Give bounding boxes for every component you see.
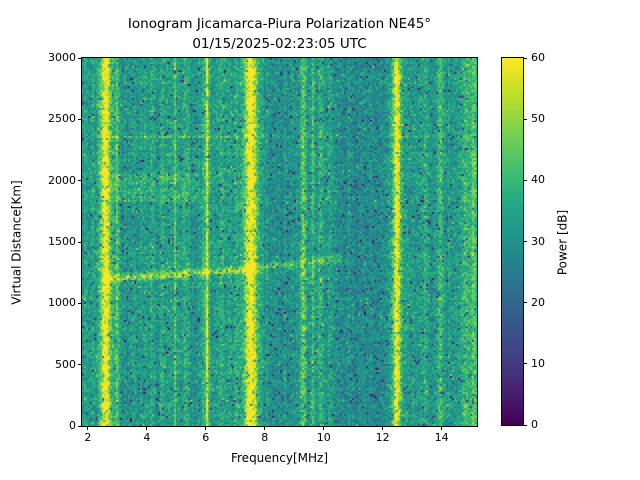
colorbar-tick-label: 40 — [531, 173, 545, 187]
y-tick-mark — [78, 364, 82, 366]
x-tick-mark — [205, 426, 207, 430]
colorbar-tick-mark — [523, 363, 527, 365]
x-tick-mark — [146, 426, 148, 430]
colorbar-tick-label: 60 — [531, 51, 545, 64]
x-tick-label: 12 — [375, 431, 390, 444]
colorbar-tick-label: 50 — [531, 112, 545, 126]
x-tick-label: 2 — [84, 431, 92, 444]
y-tick-mark — [78, 57, 82, 59]
colorbar-tick-label: 20 — [531, 295, 545, 309]
y-tick-label: 2500 — [48, 112, 76, 126]
y-tick-label: 0 — [69, 419, 76, 432]
colorbar-tick-mark — [523, 302, 527, 304]
y-tick-mark — [78, 302, 82, 304]
x-tick-mark — [264, 426, 266, 430]
y-tick-label: 2000 — [48, 173, 76, 187]
y-tick-mark — [78, 118, 82, 120]
x-tick-mark — [441, 426, 443, 430]
colorbar-tick-label: 10 — [531, 356, 545, 370]
colorbar-tick-mark — [523, 424, 527, 426]
y-axis-label: Virtual Distance[Km] — [9, 180, 24, 305]
colorbar-tick-mark — [523, 57, 527, 59]
x-tick-label: 14 — [434, 431, 449, 444]
x-tick-label: 10 — [316, 431, 331, 444]
colorbar-tick-label: 0 — [531, 418, 538, 431]
colorbar-tick-label: 30 — [531, 234, 545, 248]
y-tick-label: 1500 — [48, 235, 76, 248]
chart-subtitle: 01/15/2025-02:23:05 UTC — [192, 36, 367, 52]
colorbar-gradient — [502, 58, 523, 425]
colorbar-tick-mark — [523, 118, 527, 120]
x-tick-label: 8 — [261, 431, 269, 444]
x-tick-label: 4 — [143, 431, 151, 444]
x-tick-mark — [323, 426, 325, 430]
y-tick-label: 1000 — [48, 296, 76, 310]
x-axis-label: Frequency[MHz] — [230, 451, 329, 465]
x-tick-mark — [382, 426, 384, 430]
x-tick-label: 6 — [202, 431, 210, 444]
chart-title: Ionogram Jicamarca-Piura Polarization NE… — [127, 16, 432, 32]
y-tick-label: 500 — [55, 357, 76, 371]
y-tick-label: 3000 — [48, 51, 76, 64]
title-block: Ionogram Jicamarca-Piura Polarization NE… — [82, 14, 477, 54]
y-tick-mark — [78, 425, 82, 427]
y-tick-mark — [78, 180, 82, 182]
y-tick-mark — [78, 241, 82, 243]
ionogram-heatmap — [82, 58, 477, 426]
colorbar-tick-mark — [523, 241, 527, 242]
colorbar-tick-mark — [523, 179, 527, 181]
x-tick-mark — [87, 426, 89, 430]
